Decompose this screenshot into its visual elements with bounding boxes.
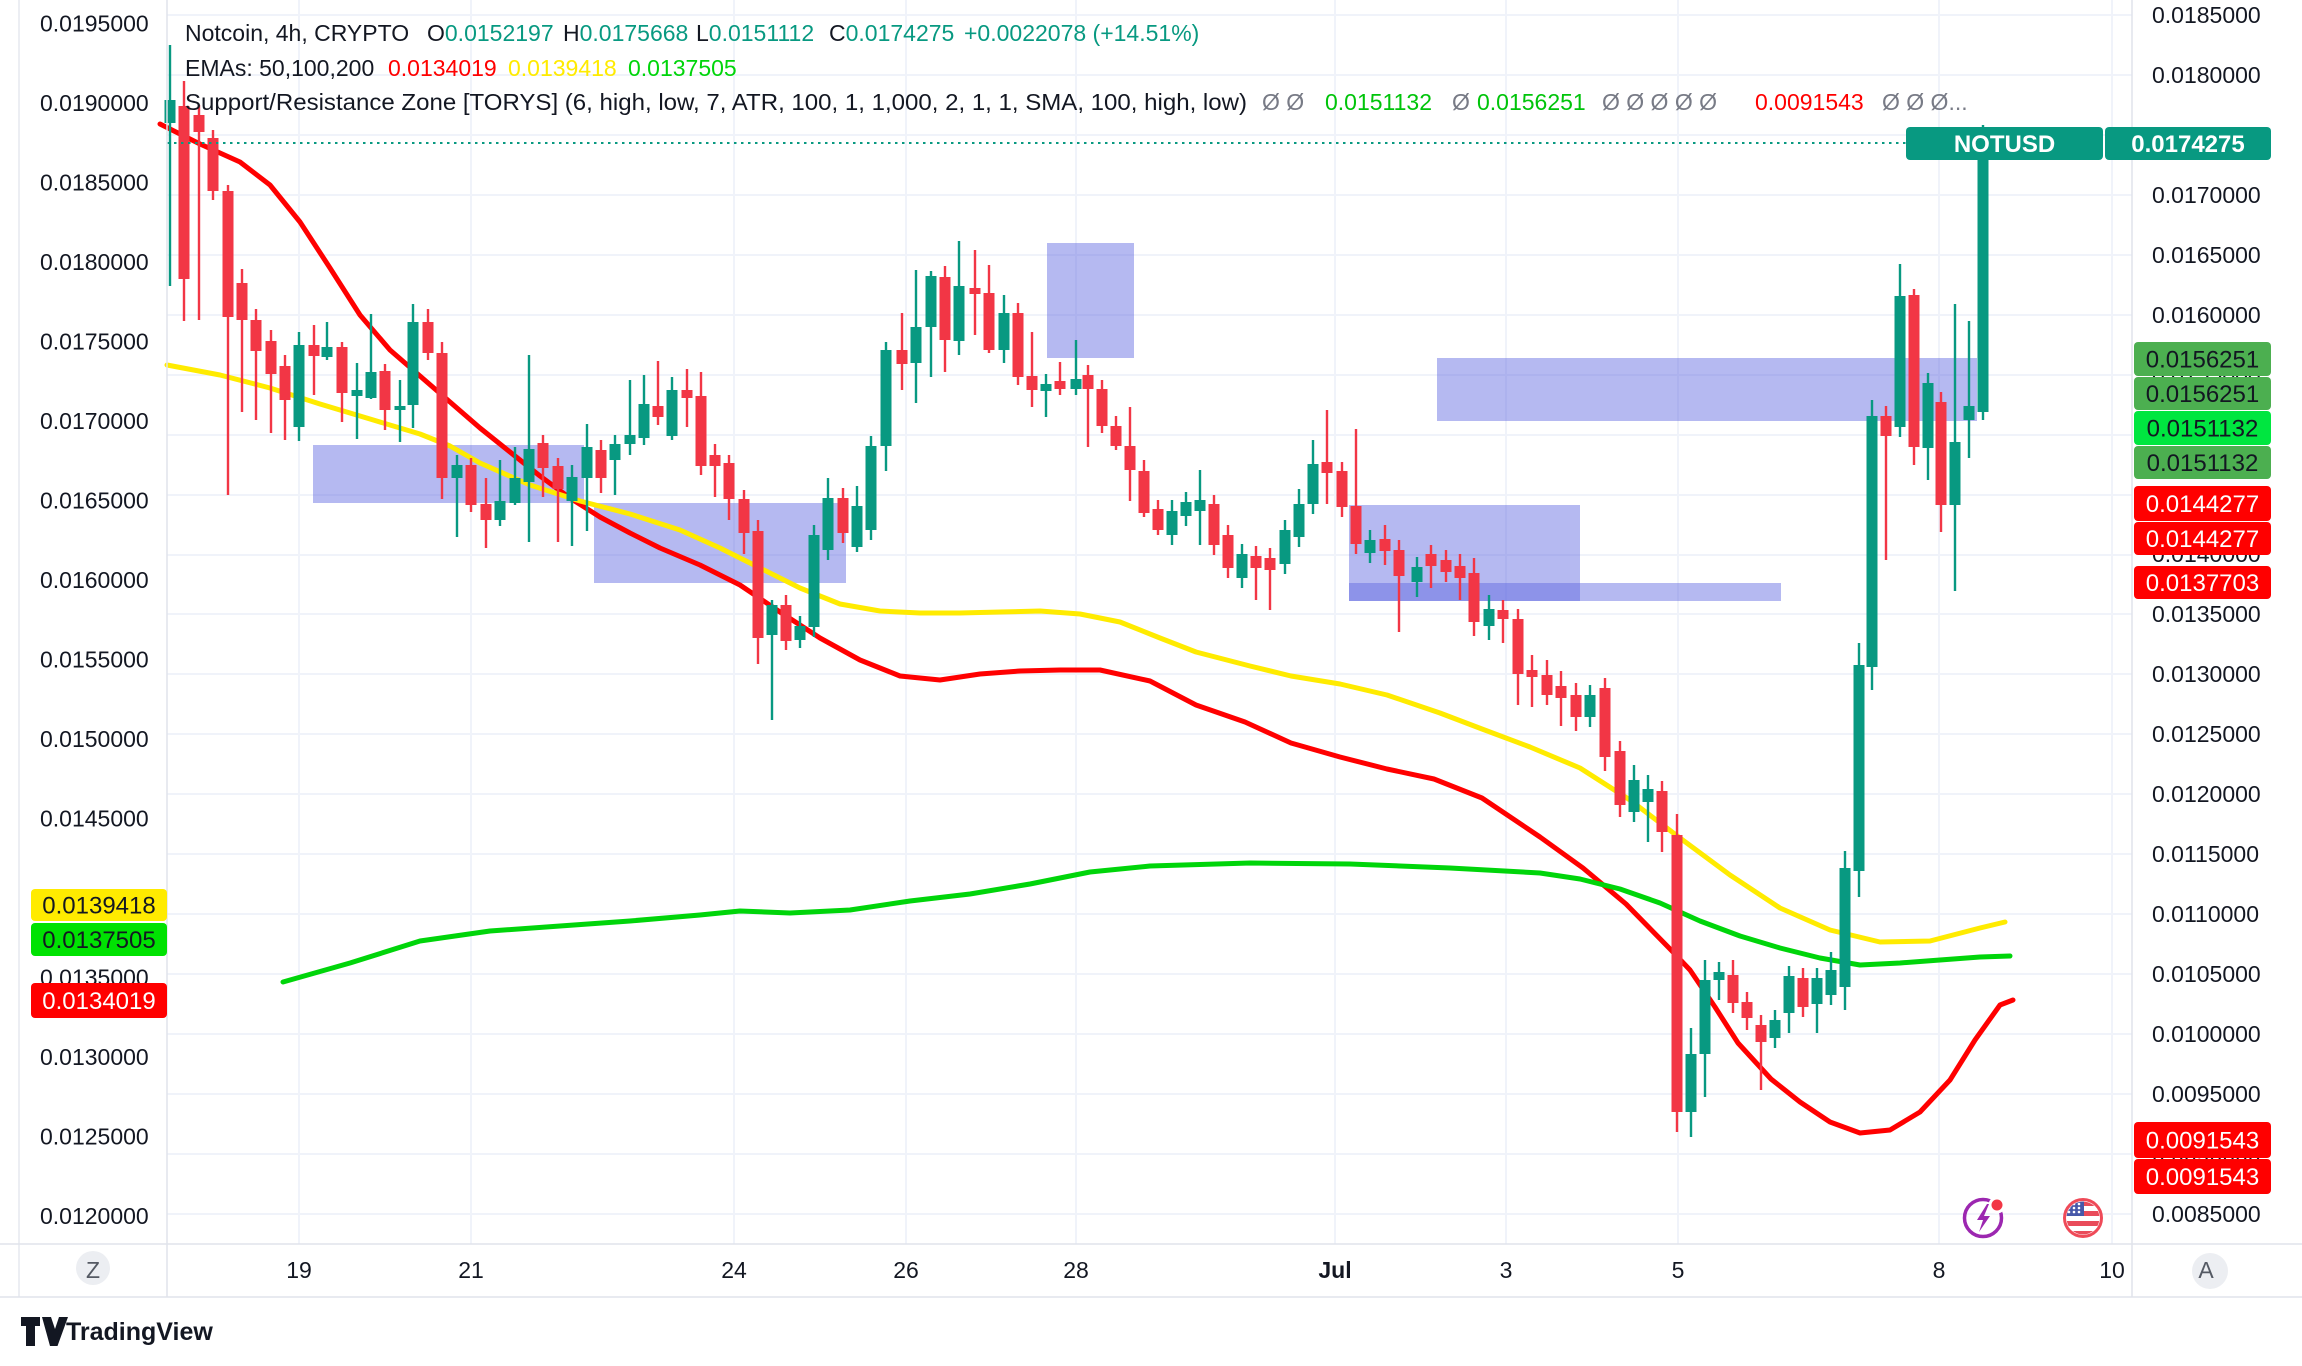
svg-text:0.0137505: 0.0137505 [42, 927, 155, 954]
svg-text:0.0091543: 0.0091543 [1755, 89, 1864, 115]
svg-text:Ø Ø: Ø Ø [1262, 89, 1304, 115]
svg-text:0.0190000: 0.0190000 [40, 90, 149, 116]
svg-text:0.0125000: 0.0125000 [2152, 721, 2261, 747]
svg-text:0.0156251: 0.0156251 [2146, 381, 2259, 408]
svg-text:0.0156251: 0.0156251 [2146, 347, 2259, 374]
svg-text:0.0174275: 0.0174275 [2131, 131, 2244, 158]
svg-text:26: 26 [893, 1257, 919, 1283]
svg-text:0.0165000: 0.0165000 [40, 488, 149, 514]
svg-text:A: A [2198, 1257, 2214, 1283]
svg-text:0.0175000: 0.0175000 [40, 329, 149, 355]
svg-text:C0.0174275: C0.0174275 [829, 20, 954, 46]
svg-text:0.0144277: 0.0144277 [2146, 526, 2259, 553]
svg-text:0.0165000: 0.0165000 [2152, 242, 2261, 268]
svg-text:0.0170000: 0.0170000 [2152, 182, 2261, 208]
svg-text:Jul: Jul [1318, 1257, 1351, 1283]
svg-text:0.0134019: 0.0134019 [42, 988, 155, 1015]
svg-text:0.0134019: 0.0134019 [388, 55, 497, 81]
svg-text:0.0160000: 0.0160000 [2152, 302, 2261, 328]
svg-text:0.0137505: 0.0137505 [628, 55, 737, 81]
svg-text:Z: Z [86, 1257, 100, 1283]
svg-text:0.0085000: 0.0085000 [2152, 1201, 2261, 1227]
svg-text:5: 5 [1672, 1257, 1685, 1283]
svg-text:0.0120000: 0.0120000 [2152, 781, 2261, 807]
svg-text:NOTUSD: NOTUSD [1954, 131, 2055, 158]
svg-text:0.0139418: 0.0139418 [42, 893, 155, 920]
svg-text:0.0155000: 0.0155000 [40, 647, 149, 673]
svg-text:0.0130000: 0.0130000 [40, 1044, 149, 1070]
svg-text:TradingView: TradingView [66, 1318, 213, 1346]
svg-text:Support/Resistance Zone [TORYS: Support/Resistance Zone [TORYS] (6, high… [185, 89, 1247, 115]
svg-text:21: 21 [458, 1257, 484, 1283]
svg-text:0.0139418: 0.0139418 [508, 55, 617, 81]
svg-text:0.0150000: 0.0150000 [40, 726, 149, 752]
svg-text:0.0180000: 0.0180000 [40, 249, 149, 275]
svg-text:0.0137703: 0.0137703 [2146, 570, 2259, 597]
svg-text:0.0095000: 0.0095000 [2152, 1081, 2261, 1107]
svg-text:+0.0022078 (+14.51%): +0.0022078 (+14.51%) [964, 20, 1199, 46]
svg-text:0.0185000: 0.0185000 [40, 170, 149, 196]
svg-text:10: 10 [2099, 1257, 2125, 1283]
svg-text:EMAs: 50,100,200: EMAs: 50,100,200 [185, 55, 374, 81]
svg-text:0.0110000: 0.0110000 [2152, 901, 2259, 927]
svg-text:0.0151132: 0.0151132 [1325, 89, 1432, 115]
svg-text:Ø: Ø [1452, 89, 1470, 115]
svg-text:Ø Ø Ø Ø Ø: Ø Ø Ø Ø Ø [1602, 89, 1717, 115]
svg-text:O0.0152197: O0.0152197 [427, 20, 554, 46]
svg-text:3: 3 [1500, 1257, 1513, 1283]
svg-text:Notcoin, 4h, CRYPTO: Notcoin, 4h, CRYPTO [185, 20, 409, 46]
svg-text:24: 24 [721, 1257, 747, 1283]
svg-text:Ø Ø Ø...: Ø Ø Ø... [1882, 89, 1968, 115]
svg-text:0.0145000: 0.0145000 [40, 806, 149, 832]
svg-text:28: 28 [1063, 1257, 1089, 1283]
svg-text:0.0115000: 0.0115000 [2152, 841, 2259, 867]
svg-text:0.0170000: 0.0170000 [40, 408, 149, 434]
svg-text:0.0160000: 0.0160000 [40, 567, 149, 593]
svg-text:0.0105000: 0.0105000 [2152, 961, 2261, 987]
svg-text:0.0130000: 0.0130000 [2152, 661, 2261, 687]
svg-text:0.0100000: 0.0100000 [2152, 1021, 2261, 1047]
svg-text:0.0091543: 0.0091543 [2146, 1164, 2259, 1191]
svg-text:0.0135000: 0.0135000 [2152, 601, 2261, 627]
svg-text:0.0156251: 0.0156251 [1477, 89, 1586, 115]
svg-text:0.0195000: 0.0195000 [40, 11, 149, 37]
svg-text:0.0144277: 0.0144277 [2146, 491, 2259, 518]
svg-text:0.0151132: 0.0151132 [2147, 450, 2259, 477]
svg-text:8: 8 [1933, 1257, 1946, 1283]
svg-text:0.0091543: 0.0091543 [2146, 1128, 2259, 1155]
svg-text:19: 19 [286, 1257, 312, 1283]
svg-text:0.0125000: 0.0125000 [40, 1124, 149, 1150]
svg-text:0.0151132: 0.0151132 [2147, 416, 2259, 443]
svg-text:0.0120000: 0.0120000 [40, 1203, 149, 1229]
svg-text:L0.0151112: L0.0151112 [696, 20, 814, 46]
svg-text:H0.0175668: H0.0175668 [563, 20, 688, 46]
svg-text:0.0185000: 0.0185000 [2152, 2, 2261, 28]
svg-text:0.0180000: 0.0180000 [2152, 62, 2261, 88]
